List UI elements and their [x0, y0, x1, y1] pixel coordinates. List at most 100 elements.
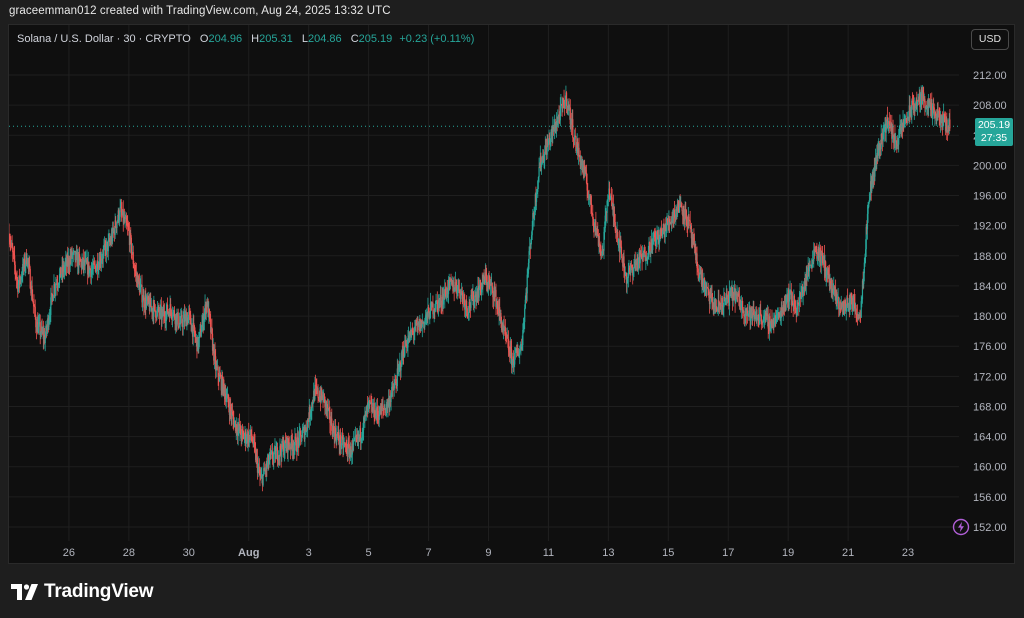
candle-body: [853, 297, 855, 311]
candle-body: [388, 397, 390, 403]
candle-body: [311, 402, 313, 411]
candle-body: [836, 292, 838, 304]
candle-body: [9, 241, 11, 244]
candle-body: [151, 309, 154, 313]
candle-body: [580, 162, 582, 166]
candle-body: [158, 307, 160, 313]
candle-body: [926, 106, 929, 108]
candle-body: [15, 276, 18, 279]
candle-body: [122, 209, 124, 215]
candle-body: [133, 263, 135, 268]
x-tick-label: 11: [543, 547, 554, 559]
candle-body: [150, 306, 152, 308]
candle-body: [475, 294, 477, 302]
candle-body: [810, 264, 812, 266]
candle-body: [850, 293, 852, 299]
candle-body: [303, 427, 305, 440]
candle-body: [263, 468, 265, 475]
candle-body: [697, 268, 699, 269]
candle-body: [720, 305, 722, 306]
candle-body: [485, 272, 487, 277]
candle-body: [279, 445, 282, 452]
candle-body: [33, 304, 35, 307]
candle-body: [299, 430, 301, 432]
candle-body: [884, 123, 887, 133]
y-tick-label: 180.00: [973, 311, 1007, 323]
candle-body: [35, 316, 37, 328]
candle-body: [834, 289, 836, 291]
candle-body: [560, 104, 562, 106]
price-chart[interactable]: 212.00208.00204.00200.00196.00192.00188.…: [9, 25, 1015, 564]
candle-body: [799, 292, 801, 297]
candle-body: [304, 427, 307, 433]
candle-body: [687, 225, 689, 227]
candle-body: [722, 305, 724, 311]
candle-body: [128, 231, 131, 246]
candle-body: [770, 319, 772, 324]
candle-body: [142, 300, 144, 303]
candle-body: [711, 294, 713, 304]
candle-body: [210, 327, 212, 333]
candle-body: [383, 408, 385, 410]
candle-body: [415, 322, 417, 324]
candle-body: [382, 405, 384, 409]
candle-body: [853, 297, 855, 304]
candle-body: [491, 282, 493, 288]
candle-body: [397, 368, 400, 370]
candle-body: [126, 223, 128, 226]
candle-body: [30, 285, 33, 294]
candle-body: [338, 440, 340, 446]
candle-body: [386, 401, 388, 410]
candle-body: [510, 346, 512, 350]
y-tick-label: 156.00: [973, 492, 1007, 504]
currency-button[interactable]: USD: [971, 29, 1009, 50]
candle-body: [158, 312, 161, 316]
candle-body: [17, 279, 19, 292]
candle-body: [527, 262, 530, 274]
candle-body: [448, 278, 450, 280]
candle-body: [688, 219, 691, 221]
candle-body: [855, 308, 857, 314]
candle-body: [56, 283, 58, 286]
candle-body: [845, 307, 847, 311]
candle-body: [579, 155, 581, 157]
candle-body: [245, 440, 247, 443]
candle-body: [493, 290, 495, 300]
candle-body: [700, 271, 702, 285]
candle-body: [50, 297, 52, 315]
candle-body: [484, 278, 486, 284]
candle-body: [329, 423, 332, 425]
lightning-icon[interactable]: [952, 518, 970, 536]
chart-area[interactable]: 212.00208.00204.00200.00196.00192.00188.…: [8, 24, 1015, 564]
candle-body: [329, 410, 331, 424]
candle-body: [946, 119, 948, 131]
candle-body: [322, 395, 324, 403]
candle-body: [739, 306, 741, 308]
candle-body: [937, 109, 939, 114]
candle-body: [230, 404, 232, 411]
candle-body: [321, 395, 324, 398]
candle-body: [715, 306, 717, 310]
candle-body: [569, 107, 571, 110]
candle-body: [807, 265, 809, 277]
candle-body: [296, 436, 299, 453]
candle-body: [595, 221, 597, 231]
candle-body: [240, 426, 242, 435]
candle-body: [630, 265, 632, 273]
candle-body: [503, 324, 505, 330]
candle-body: [363, 417, 365, 431]
candle-body: [442, 293, 445, 305]
candle-body: [856, 314, 859, 320]
candle-body: [643, 249, 646, 252]
candle-body: [676, 209, 678, 211]
candle-body: [301, 431, 304, 438]
candle-body: [823, 255, 825, 271]
candle-body: [193, 322, 195, 326]
candle-body: [811, 264, 813, 268]
candle-body: [153, 302, 155, 317]
candle-body: [424, 319, 427, 321]
candle-body: [363, 417, 365, 419]
candle-body: [525, 292, 528, 294]
candle-body: [632, 268, 634, 276]
candle-body: [944, 114, 946, 122]
